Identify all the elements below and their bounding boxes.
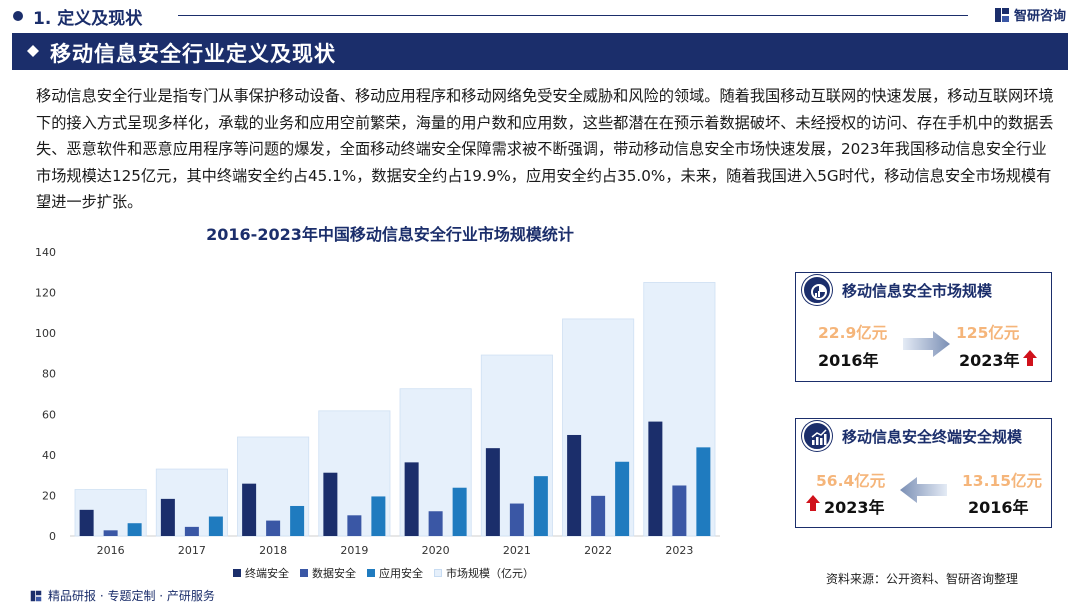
brand-name: 智研咨询: [1013, 9, 1066, 24]
segment-bar: [347, 515, 362, 536]
up-arrow-icon: [806, 495, 820, 511]
bullet-dot: [13, 11, 23, 21]
segment-bar: [567, 434, 582, 536]
segment-bar: [452, 487, 467, 536]
brand: 智研咨询: [994, 5, 1066, 24]
up-arrow-icon: [1023, 350, 1037, 366]
x-tick-label: 2020: [422, 544, 450, 557]
x-tick-label: 2019: [340, 544, 368, 557]
legend-swatch: [233, 569, 241, 577]
diamond-icon: [27, 45, 39, 57]
market-size-card: 移动信息安全市场规模 22.9亿元 2016年 125亿元 2023年: [795, 272, 1052, 382]
end-value: 125亿元: [956, 324, 1020, 342]
segment-bar: [428, 511, 443, 536]
divider-line: [178, 15, 968, 16]
page-title: 移动信息安全行业定义及现状: [50, 42, 336, 66]
segment-bar: [79, 509, 94, 536]
y-tick-label: 40: [42, 449, 56, 462]
legend-item: 应用安全: [367, 565, 423, 581]
segment-bar: [266, 520, 281, 536]
footer-logo-icon: [30, 590, 42, 601]
x-tick-label: 2021: [503, 544, 531, 557]
card-badge: [802, 275, 832, 305]
legend-label: 应用安全: [379, 567, 423, 580]
footer-text: 精品研报 · 专题定制 · 产研服务: [48, 589, 215, 603]
footer: 精品研报 · 专题定制 · 产研服务: [30, 587, 215, 604]
chart-legend: 终端安全 数据安全 应用安全 市场规模（亿元）: [233, 565, 534, 581]
segment-bar: [323, 472, 338, 536]
segment-bar: [242, 483, 257, 536]
segment-bar: [371, 496, 386, 536]
legend-swatch: [300, 569, 308, 577]
y-tick-label: 140: [35, 246, 56, 259]
description-paragraph: 移动信息安全行业是指专门从事保护移动设备、移动应用程序和移动网络免受安全威胁和风…: [36, 87, 1054, 211]
y-tick-label: 120: [35, 287, 56, 300]
x-tick-label: 2018: [259, 544, 287, 557]
segment-bar: [485, 448, 500, 536]
card-badge: [802, 421, 832, 451]
title-bar: 移动信息安全行业定义及现状: [12, 33, 1068, 70]
right-arrow-icon: [903, 331, 950, 357]
start-value: 22.9亿元: [818, 324, 888, 342]
legend-item: 市场规模（亿元）: [434, 565, 534, 581]
card-title: 移动信息安全市场规模: [842, 282, 993, 300]
left-value: 56.4亿元: [816, 472, 886, 490]
brand-logo-icon: [994, 7, 1009, 22]
section-heading: 1. 定义及现状: [33, 9, 143, 29]
y-tick-label: 20: [42, 489, 56, 502]
segment-bar: [160, 498, 175, 536]
segment-bar: [591, 495, 606, 536]
legend-swatch: [434, 569, 442, 577]
legend-label: 市场规模（亿元）: [446, 567, 534, 580]
x-tick-label: 2016: [97, 544, 125, 557]
y-tick-label: 60: [42, 408, 56, 421]
segment-bar: [184, 526, 199, 536]
legend-label: 数据安全: [312, 567, 356, 580]
segment-bar: [615, 461, 630, 536]
source-note: 资料来源：公开资料、智研咨询整理: [826, 572, 1019, 586]
x-tick-label: 2017: [178, 544, 206, 557]
y-tick-label: 100: [35, 327, 56, 340]
y-tick-label: 0: [49, 530, 56, 543]
legend-label: 终端安全: [245, 567, 289, 580]
x-tick-label: 2022: [584, 544, 612, 557]
segment-bar: [404, 462, 419, 536]
legend-swatch: [367, 569, 375, 577]
segment-bar: [533, 476, 548, 536]
legend-item: 数据安全: [300, 565, 356, 581]
trend-chart-icon: [811, 429, 827, 445]
card-header: 移动信息安全终端安全规模: [796, 419, 1051, 455]
right-value: 13.15亿元: [962, 472, 1043, 490]
chart-title: 2016-2023年中国移动信息安全行业市场规模统计: [206, 225, 574, 244]
segment-bar: [509, 503, 524, 536]
segment-bar: [672, 485, 687, 536]
bar-chart: 0 20 40 60 80 100 120 140 2016 2017 2018 2019 2020 20…: [35, 246, 720, 557]
y-tick-label: 80: [42, 368, 56, 381]
right-year: 2016年: [968, 498, 1029, 517]
segment-bar: [290, 505, 305, 536]
start-year: 2016年: [818, 351, 879, 370]
left-arrow-icon: [900, 477, 947, 503]
terminal-security-card: 移动信息安全终端安全规模 56.4亿元 2023年 13.15亿元 2016年: [795, 418, 1052, 528]
segment-bar: [127, 523, 142, 536]
segment-bar: [208, 516, 223, 536]
card-header: 移动信息安全市场规模: [796, 273, 1051, 309]
card-title: 移动信息安全终端安全规模: [842, 428, 1023, 446]
pie-chart-icon: [811, 284, 827, 300]
left-year: 2023年: [824, 498, 885, 517]
legend-item: 终端安全: [233, 565, 289, 581]
top-bar: 1. 定义及现状 智研咨询: [0, 0, 1080, 30]
x-tick-label: 2023: [665, 544, 693, 557]
end-year: 2023年: [959, 351, 1020, 370]
segment-bar: [103, 530, 118, 536]
segment-bar: [696, 447, 711, 536]
segment-bar: [648, 421, 663, 536]
